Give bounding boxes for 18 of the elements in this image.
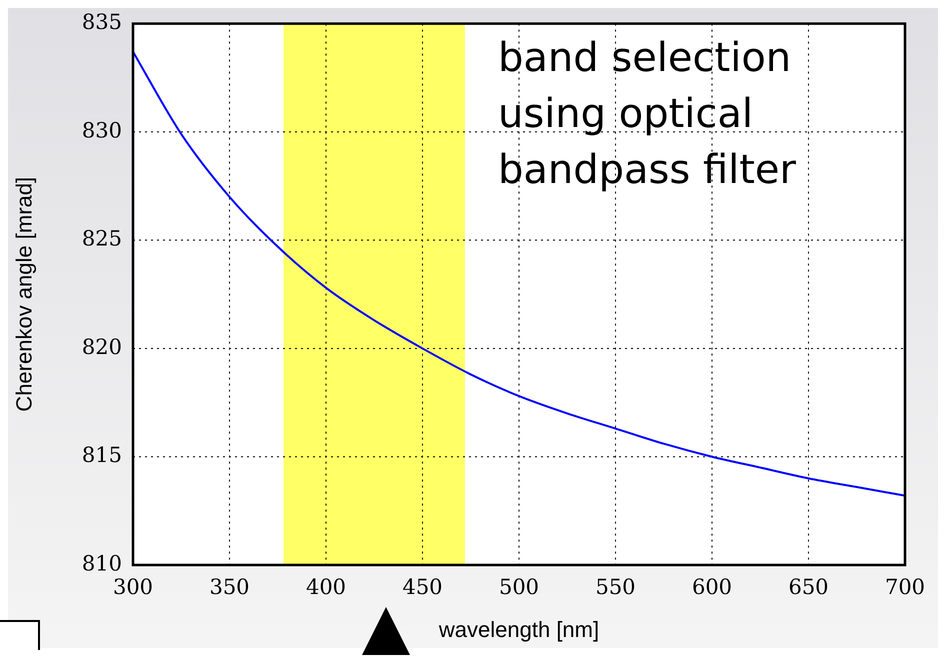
x-tick-label: 700 — [884, 575, 926, 600]
x-tick-label: 600 — [692, 575, 732, 600]
y-tick-label: 815 — [82, 443, 122, 468]
y-tick-label: 820 — [82, 334, 122, 359]
x-tick-label: 500 — [498, 575, 540, 600]
annotation: band selection using optical bandpass filter — [498, 34, 797, 195]
y-tick-label: 810 — [82, 551, 122, 576]
y-axis-title: Cherenkov angle [mrad] — [11, 176, 36, 412]
y-tick-label: 835 — [82, 10, 122, 34]
x-tick-label: 450 — [402, 575, 443, 600]
y-tick-label: 830 — [82, 118, 122, 142]
x-tick-label: 650 — [788, 575, 829, 600]
x-tick-label: 400 — [306, 575, 346, 600]
x-tick-label: 300 — [112, 575, 154, 600]
x-tick-label: 350 — [209, 575, 250, 600]
y-tick-label: 825 — [82, 226, 122, 251]
x-tick-label: 550 — [595, 575, 636, 600]
x-axis-title: wavelength [nm] — [438, 616, 600, 642]
